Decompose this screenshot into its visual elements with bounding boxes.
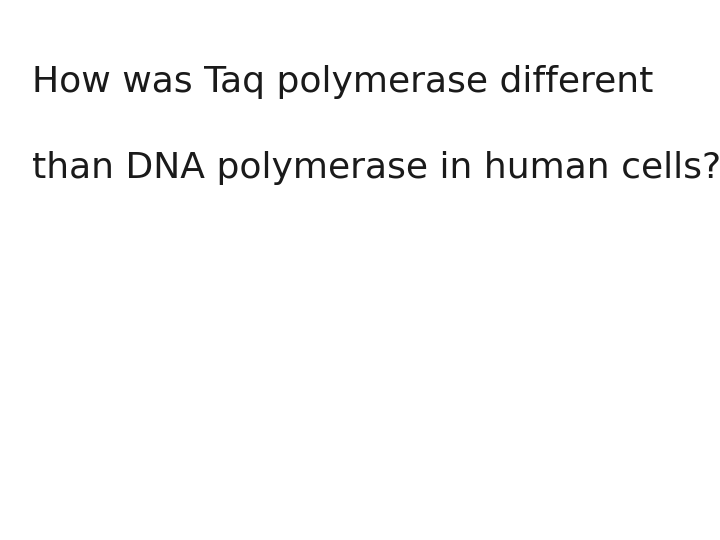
Text: than DNA polymerase in human cells?: than DNA polymerase in human cells?	[32, 151, 720, 185]
Text: How was Taq polymerase different: How was Taq polymerase different	[32, 65, 654, 99]
